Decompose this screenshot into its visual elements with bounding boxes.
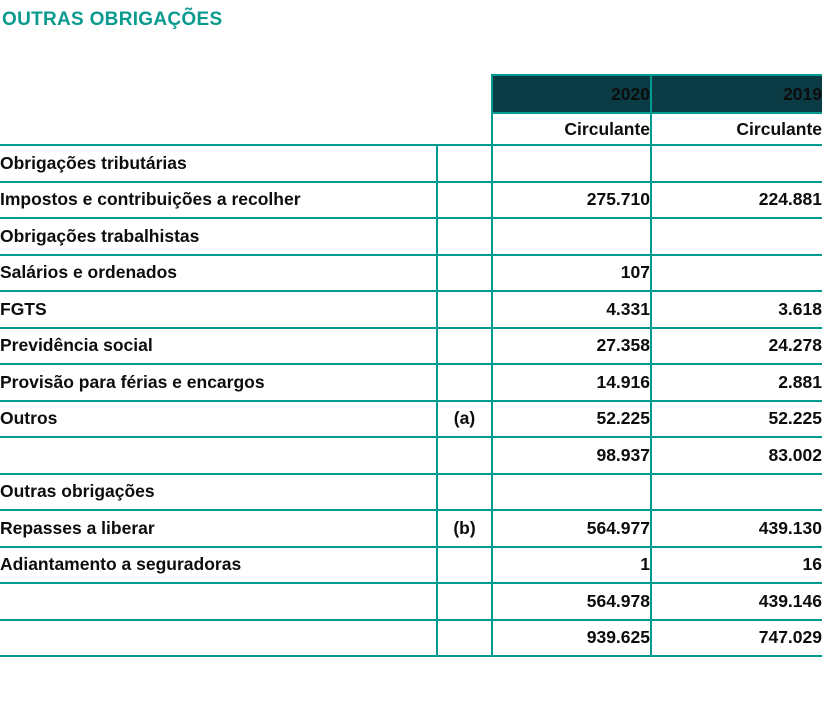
table-row: Adiantamento a seguradoras 1 16 <box>0 546 822 584</box>
row-note <box>436 583 492 621</box>
row-value-2020: 564.977 <box>491 510 651 548</box>
row-value-2020: 52.225 <box>491 400 651 438</box>
table-row: FGTS 4.331 3.618 <box>0 291 822 329</box>
subheader-circulante-2020: Circulante <box>491 113 651 146</box>
table-row: Outras obrigações <box>0 473 822 511</box>
page-title: OUTRAS OBRIGAÇÕES <box>2 9 223 30</box>
row-value-2020 <box>491 218 651 256</box>
row-value-2019: 439.130 <box>650 510 822 548</box>
year-header-2020: 2020 <box>491 74 651 114</box>
row-value-2019 <box>650 145 822 183</box>
row-value-2019: 52.225 <box>650 400 822 438</box>
row-note <box>436 254 492 292</box>
obligations-table: 2020 2019 Circulante Circulante Obrigaçõ… <box>0 74 822 657</box>
row-value-2020 <box>491 145 651 183</box>
row-value-2020 <box>491 473 651 511</box>
row-value-2019 <box>650 473 822 511</box>
row-note <box>436 546 492 584</box>
row-label: Provisão para férias e encargos <box>0 364 437 402</box>
total-row: 939.625 747.029 <box>0 619 822 657</box>
row-note: (b) <box>436 510 492 548</box>
subheader-spacer <box>0 113 492 146</box>
row-label <box>0 437 437 475</box>
table-row: Repasses a liberar (b) 564.977 439.130 <box>0 510 822 548</box>
table-row: Obrigações trabalhistas <box>0 218 822 256</box>
row-label: Obrigações tributárias <box>0 145 437 183</box>
row-note <box>436 181 492 219</box>
row-value-2019 <box>650 254 822 292</box>
row-note <box>436 364 492 402</box>
table-row: Outros (a) 52.225 52.225 <box>0 400 822 438</box>
row-value-2019 <box>650 218 822 256</box>
row-label: Obrigações trabalhistas <box>0 218 437 256</box>
row-value-2020: 98.937 <box>491 437 651 475</box>
row-note <box>436 145 492 183</box>
row-note <box>436 437 492 475</box>
row-value-2020: 107 <box>491 254 651 292</box>
row-value-2019: 3.618 <box>650 291 822 329</box>
table-row: Obrigações tributárias <box>0 145 822 183</box>
table-row: Provisão para férias e encargos 14.916 2… <box>0 364 822 402</box>
row-label: Salários e ordenados <box>0 254 437 292</box>
row-note <box>436 218 492 256</box>
row-note <box>436 327 492 365</box>
row-value-2019: 24.278 <box>650 327 822 365</box>
year-header-2019: 2019 <box>650 74 822 114</box>
row-value-2020: 1 <box>491 546 651 584</box>
row-value-2019: 2.881 <box>650 364 822 402</box>
subtotal-row: 98.937 83.002 <box>0 437 822 475</box>
row-value-2019: 439.146 <box>650 583 822 621</box>
row-value-2020: 14.916 <box>491 364 651 402</box>
row-value-2019: 83.002 <box>650 437 822 475</box>
table-row: Salários e ordenados 107 <box>0 254 822 292</box>
row-value-2019: 224.881 <box>650 181 822 219</box>
row-label <box>0 583 437 621</box>
row-note <box>436 473 492 511</box>
row-label: Outros <box>0 400 437 438</box>
row-value-2019: 16 <box>650 546 822 584</box>
row-value-2020: 939.625 <box>491 619 651 657</box>
row-label: Previdência social <box>0 327 437 365</box>
row-value-2020: 275.710 <box>491 181 651 219</box>
subtotal-row: 564.978 439.146 <box>0 583 822 621</box>
subheader-row: Circulante Circulante <box>0 113 822 146</box>
year-header-row: 2020 2019 <box>0 74 822 114</box>
row-note: (a) <box>436 400 492 438</box>
row-label: Repasses a liberar <box>0 510 437 548</box>
table-row: Previdência social 27.358 24.278 <box>0 327 822 365</box>
table-row: Impostos e contribuições a recolher 275.… <box>0 181 822 219</box>
row-value-2019: 747.029 <box>650 619 822 657</box>
row-label: Adiantamento a seguradoras <box>0 546 437 584</box>
row-note <box>436 291 492 329</box>
row-value-2020: 4.331 <box>491 291 651 329</box>
header-spacer <box>0 75 492 113</box>
row-value-2020: 564.978 <box>491 583 651 621</box>
row-label: FGTS <box>0 291 437 329</box>
row-note <box>436 619 492 657</box>
row-label: Impostos e contribuições a recolher <box>0 181 437 219</box>
row-label <box>0 619 437 657</box>
subheader-circulante-2019: Circulante <box>650 113 822 146</box>
row-label: Outras obrigações <box>0 473 437 511</box>
row-value-2020: 27.358 <box>491 327 651 365</box>
